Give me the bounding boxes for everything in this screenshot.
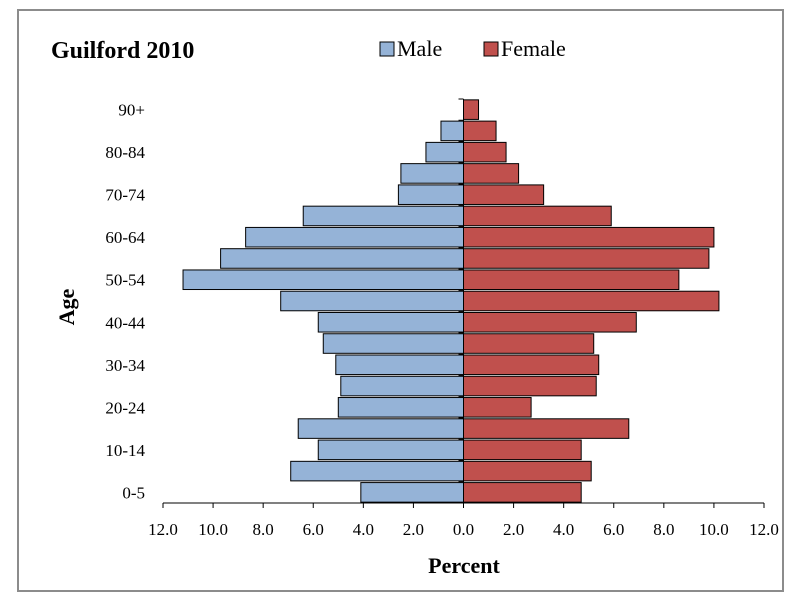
y-tick-label: 60-64 (105, 228, 145, 247)
bar-male-85-89 (440, 120, 464, 142)
bar-male-60-64 (245, 226, 464, 248)
legend-swatch-male (379, 41, 395, 57)
y-tick-label: 30-34 (105, 356, 145, 375)
x-tick-label: 2.0 (503, 520, 524, 539)
x-tick-label: 10.0 (198, 520, 228, 539)
bar-female-40-44 (463, 311, 637, 333)
bar-female-70-74 (463, 184, 545, 205)
bar-male-35-39 (322, 333, 464, 354)
bar-male-80-84 (425, 141, 464, 163)
y-tick-label: 50-54 (105, 271, 145, 290)
bar-female-5-9 (463, 460, 592, 482)
y-tick-label: 80-84 (105, 143, 145, 162)
bar-female-75-79 (463, 163, 520, 184)
bar-female-90+ (463, 99, 480, 120)
bar-male-55-59 (220, 248, 464, 269)
bar-female-50-54 (463, 269, 680, 291)
bar-female-10-14 (463, 439, 582, 461)
bar-female-55-59 (463, 248, 710, 269)
y-tick-label: 0-5 (122, 483, 145, 502)
bar-female-0-5 (463, 482, 582, 503)
y-axis-ticks: 0-5 10-14 20-24 30-34 40-44 50-54 60-64 70-74 80… (105, 98, 464, 504)
x-tick-label: 2.0 (403, 520, 424, 539)
x-axis-title: Percent (428, 553, 500, 578)
bar-female-80-84 (463, 141, 507, 163)
bar-male-0-5 (360, 482, 464, 503)
x-tick-label: 12.0 (749, 520, 779, 539)
population-pyramid-chart: Guilford 2010 Male Female 12.0 10.0 8.0 6.0… (51, 36, 779, 578)
bar-male-70-74 (397, 184, 464, 205)
chart-title: Guilford 2010 (51, 38, 194, 64)
y-tick-label: 10-14 (105, 441, 145, 460)
bar-female-60-64 (463, 226, 715, 248)
bar-male-40-44 (317, 311, 464, 333)
bar-male-50-54 (182, 269, 465, 291)
bar-female-45-49 (463, 290, 720, 312)
x-tick-label: 10.0 (699, 520, 729, 539)
series-male-bars (182, 120, 465, 503)
x-tick-label: 8.0 (653, 520, 674, 539)
legend: Male Female (379, 36, 566, 61)
y-tick-label: 70-74 (105, 186, 145, 205)
x-axis-ticks: 12.0 10.0 8.0 6.0 4.0 2.0 0.0 2.0 4.0 6.0 8.0 10.0 1… (148, 503, 779, 539)
x-tick-label: 8.0 (253, 520, 274, 539)
legend-label-female: Female (501, 36, 566, 61)
bar-male-25-29 (340, 375, 465, 397)
chart-frame: Guilford 2010 Male Female 12.0 10.0 8.0 6.0… (17, 9, 784, 592)
series-female-bars (463, 99, 720, 503)
x-tick-label: 6.0 (603, 520, 624, 539)
legend-label-male: Male (397, 36, 442, 61)
x-tick-label: 12.0 (148, 520, 178, 539)
bar-female-25-29 (463, 375, 597, 397)
bar-male-75-79 (400, 163, 465, 184)
x-tick-label: 0.0 (453, 520, 474, 539)
bar-female-20-24 (463, 397, 532, 418)
y-axis-title: Age (54, 288, 79, 325)
bar-male-65-69 (302, 205, 464, 227)
bar-male-20-24 (337, 397, 464, 418)
bar-female-65-69 (463, 205, 612, 227)
y-tick-label: 20-24 (105, 398, 145, 417)
bar-male-5-9 (290, 460, 464, 482)
x-tick-label: 6.0 (303, 520, 324, 539)
bar-female-30-34 (463, 354, 600, 376)
bar-male-30-34 (335, 354, 465, 376)
x-tick-label: 4.0 (553, 520, 574, 539)
y-tick-label: 40-44 (105, 313, 145, 332)
y-tick-label: 90+ (118, 101, 145, 120)
bar-male-15-19 (297, 418, 464, 439)
bar-female-85-89 (463, 120, 497, 142)
bar-female-15-19 (463, 418, 630, 439)
bar-male-10-14 (317, 439, 464, 461)
bar-female-35-39 (463, 333, 595, 354)
bar-male-45-49 (280, 290, 464, 312)
legend-swatch-female (483, 41, 499, 57)
x-tick-label: 4.0 (353, 520, 374, 539)
